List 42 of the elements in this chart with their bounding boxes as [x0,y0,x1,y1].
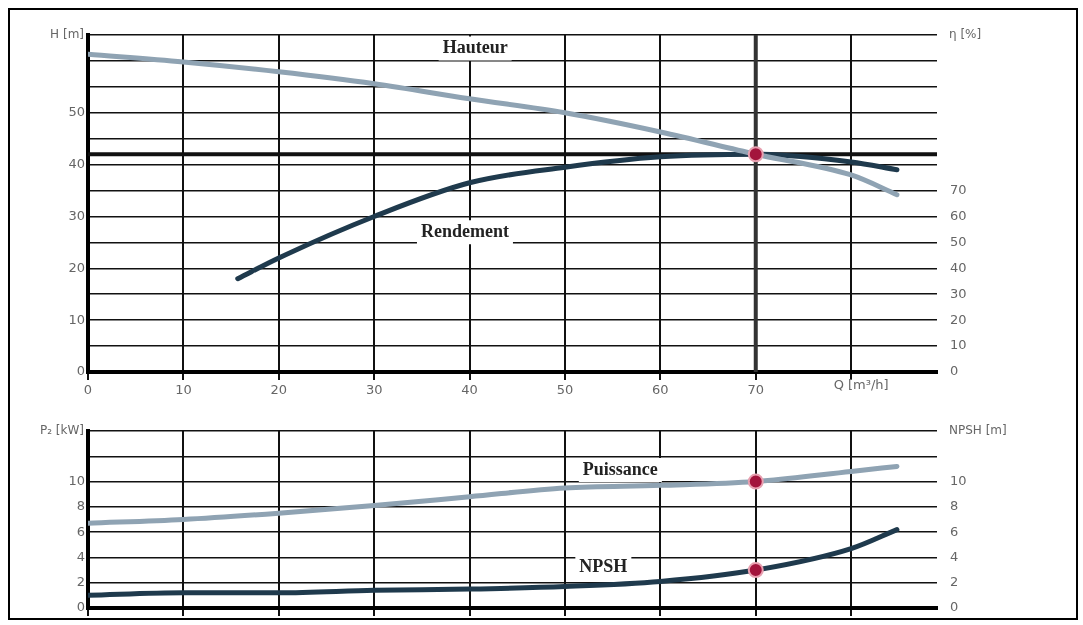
x-axis-title: Q [m³/h] [833,377,889,393]
y-axis-title: P₂ [kW] [39,423,84,438]
text: Hauteur [442,37,508,58]
y-tick-label: 4 [76,548,85,564]
y2-tick-label: 0 [950,599,959,615]
y-tick-label: 50 [68,104,85,120]
y-tick-label: 8 [76,498,85,514]
series-label: NPSH [579,555,628,576]
y2-tick-label: 60 [950,207,967,223]
x-tick-label: 30 [365,382,383,398]
y2-tick-label: 40 [950,259,967,275]
y2-tick-label: 50 [950,233,967,249]
y2-tick-label: 70 [950,181,967,197]
x-tick-label: 40 [461,382,478,398]
y2-tick-label: 20 [950,311,967,327]
y2-tick-label: 2 [950,574,959,590]
x-tick-label: 60 [652,382,669,398]
y2-tick-label: 10 [950,337,967,353]
y-tick-label: 0 [76,363,85,379]
x-tick-label: 70 [747,382,765,398]
y2-axis-title: NPSH [m] [949,423,1007,438]
x-tick-label: 20 [270,382,288,398]
y-tick-label: 10 [68,472,85,488]
y-tick-label: 2 [76,574,85,590]
x-tick-label: 50 [556,382,574,398]
y-tick-label: 6 [76,523,85,539]
y-tick-label: 0 [76,599,85,615]
y-tick-label: 20 [68,259,85,275]
y-tick-label: 30 [68,207,85,223]
series-label: Puissance [582,458,658,479]
x-tick-label: 10 [175,382,192,398]
y2-tick-label: 30 [950,285,967,301]
y2-tick-label: 6 [950,523,959,539]
y2-axis-title: η [%] [949,27,982,42]
y2-tick-label: 8 [950,498,959,514]
y2-tick-label: 4 [950,548,959,564]
series-label: Rendement [420,220,509,241]
y-tick-label: 10 [68,311,85,327]
y-axis-title: H [m] [50,27,84,42]
y2-tick-label: 10 [950,472,967,488]
y-tick-label: 40 [68,155,85,171]
y2-tick-label: 0 [950,363,959,379]
